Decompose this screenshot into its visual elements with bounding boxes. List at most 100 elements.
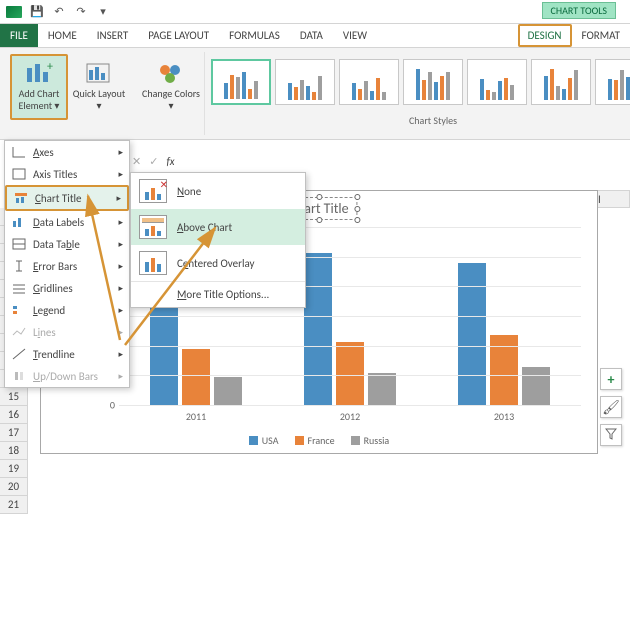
chart-title-icon [13,191,29,205]
menu-error-bars[interactable]: Error Bars▸ [5,255,129,277]
style-thumb-5[interactable] [531,59,591,105]
save-icon[interactable]: 💾 [30,5,44,19]
bar-France-2012[interactable] [336,342,364,405]
tab-view[interactable]: VIEW [333,24,377,47]
row-18[interactable]: 18 [0,442,28,460]
axes-icon [11,145,27,159]
rgroup-colors: Change Colors ▾ [138,52,205,135]
redo-icon[interactable]: ↷ [74,5,88,19]
add-chart-element-icon: + [25,62,53,86]
tab-formulas[interactable]: FORMULAS [219,24,290,47]
app-icon [6,6,22,18]
tab-format[interactable]: FORMAT [572,24,630,47]
bar-USA-2013[interactable] [458,263,486,405]
above-icon [139,215,167,239]
menu-data-labels[interactable]: Data Labels▸ [5,211,129,233]
none-icon: ✕ [139,179,167,203]
submenu-more-options[interactable]: More Title Options... [131,281,305,307]
rgroup-layouts: + Add Chart Element ▾ Quick Layout ▾ [6,52,132,135]
chart-styles-label: Chart Styles [211,112,630,127]
undo-icon[interactable]: ↶ [52,5,66,19]
row-16[interactable]: 16 [0,406,28,424]
legend-Russia[interactable]: Russia [351,434,390,447]
tab-design[interactable]: DESIGN [518,24,572,47]
menu-chart-title[interactable]: Chart Title▸ [5,185,129,211]
quick-layout-icon [85,62,113,86]
legend-USA[interactable]: USA [249,434,279,447]
axis-titles-icon [11,167,27,181]
bar-Russia-2011[interactable] [214,377,242,405]
tab-data[interactable]: DATA [290,24,333,47]
brush-icon: 🖌 [602,399,620,416]
menu-updown-bars: Up/Down Bars▸ [5,365,129,387]
error-bars-icon [11,259,27,273]
data-table-icon [11,237,27,251]
change-colors-icon [157,62,185,86]
customize-icon[interactable]: ▾ [96,5,110,19]
filter-icon [605,427,617,444]
style-thumb-6[interactable] [595,59,630,105]
submenu-centered-label: Centered Overlay [177,257,255,270]
submenu-above-chart[interactable]: Above Chart [131,209,305,245]
cancel-icon[interactable]: ✕ [132,155,141,168]
centered-icon [139,251,167,275]
xlabel: 2011 [119,410,273,423]
xlabel: 2012 [273,410,427,423]
add-chart-element-label: Add Chart Element ▾ [12,88,66,112]
style-thumb-3[interactable] [403,59,463,105]
gridlines-icon [11,281,27,295]
row-20[interactable]: 20 [0,478,28,496]
row-19[interactable]: 19 [0,460,28,478]
bar-USA-2012[interactable] [304,253,332,405]
add-chart-element-button[interactable]: + Add Chart Element ▾ [10,54,68,120]
style-thumbs [211,52,630,112]
lines-icon [11,325,27,339]
ytick: 0 [110,399,115,412]
menu-axis-titles[interactable]: Axis Titles▸ [5,163,129,185]
tab-insert[interactable]: INSERT [87,24,139,47]
menu-lines: Lines▸ [5,321,129,343]
chart-brush-button[interactable]: 🖌 [600,396,622,418]
chart-styles-gallery: Chart Styles [211,52,630,135]
menu-legend[interactable]: Legend▸ [5,299,129,321]
ribbon: + Add Chart Element ▾ Quick Layout ▾ Cha… [0,48,630,140]
row-21[interactable]: 21 [0,496,28,514]
menu-gridlines[interactable]: Gridlines▸ [5,277,129,299]
fx-icon[interactable]: fx [166,155,174,168]
style-thumb-1[interactable] [275,59,335,105]
xlabel: 2013 [427,410,581,423]
enter-icon[interactable]: ✓ [149,155,158,168]
style-thumb-2[interactable] [339,59,399,105]
menu-trendline[interactable]: Trendline▸ [5,343,129,365]
quick-layout-button[interactable]: Quick Layout ▾ [70,54,128,120]
submenu-centered-overlay[interactable]: Centered Overlay [131,245,305,281]
plus-icon: + [608,371,615,388]
legend-icon [11,303,27,317]
legend-France[interactable]: France [295,434,335,447]
submenu-none-label: None [177,185,201,198]
chart-legend[interactable]: USA France Russia [41,434,597,447]
submenu-above-label: Above Chart [177,221,232,234]
chart-tools-label: CHART TOOLS [542,2,616,19]
row-17[interactable]: 17 [0,424,28,442]
quick-access-toolbar: 💾 ↶ ↷ ▾ [0,0,630,24]
updown-icon [11,369,27,383]
trendline-icon [11,347,27,361]
bar-Russia-2012[interactable] [368,373,396,405]
style-thumb-4[interactable] [467,59,527,105]
quick-layout-label: Quick Layout ▾ [70,88,128,112]
add-chart-element-menu: Axes▸ Axis Titles▸ Chart Title▸ Data Lab… [4,140,130,388]
bar-France-2011[interactable] [182,349,210,405]
style-thumb-0[interactable] [211,59,271,105]
menu-axes[interactable]: Axes▸ [5,141,129,163]
submenu-none[interactable]: ✕ None [131,173,305,209]
change-colors-button[interactable]: Change Colors ▾ [142,54,200,120]
row-15[interactable]: 15 [0,388,28,406]
tab-file[interactable]: FILE [0,24,38,47]
tab-page-layout[interactable]: PAGE LAYOUT [138,24,219,47]
bar-Russia-2013[interactable] [522,367,550,405]
chart-plus-button[interactable]: + [600,368,622,390]
tab-home[interactable]: HOME [38,24,87,47]
menu-data-table[interactable]: Data Table▸ [5,233,129,255]
chart-filter-button[interactable] [600,424,622,446]
